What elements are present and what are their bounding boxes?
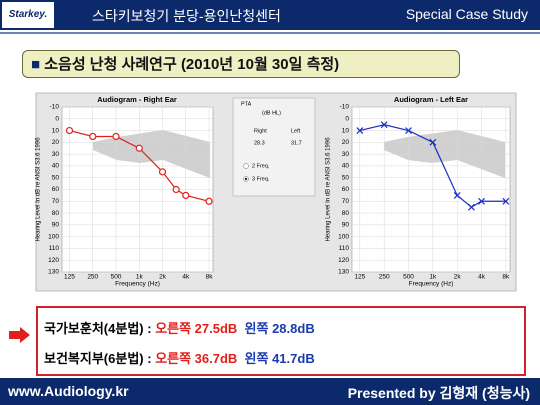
y-axis-label: Hearing Level In dB re ANSI S3.6 1996 xyxy=(326,137,332,242)
y-tick-label: 10 xyxy=(52,127,60,134)
pta-option: 2 Freq. xyxy=(252,163,270,169)
y-tick-label: 90 xyxy=(52,222,60,229)
data-point xyxy=(182,191,190,199)
chart-title: Audiogram - Right Ear xyxy=(97,95,177,104)
y-tick-label: 120 xyxy=(338,257,349,264)
data-point xyxy=(158,168,167,176)
data-point xyxy=(65,126,74,135)
data-point xyxy=(356,127,364,134)
header-title: 스타키보청기 분당-용인난청센터 xyxy=(92,8,281,24)
x-tick-label: 1k xyxy=(136,274,144,281)
y-tick-label: 30 xyxy=(52,151,60,158)
pta-left-label: Left xyxy=(291,128,301,134)
pta-unit: (dB HL) xyxy=(262,110,281,116)
y-tick-label: 40 xyxy=(342,163,350,170)
radio[interactable] xyxy=(243,163,249,169)
x-tick-label: 8k xyxy=(206,274,214,281)
header-right: Special Case Study xyxy=(405,6,528,22)
data-point xyxy=(478,197,485,205)
pta-left-value: 31.7 xyxy=(291,140,302,146)
logo: Starkey. xyxy=(2,2,54,28)
result-row: 국가보훈처(4분법) : 오른쪽 27.5dB 왼쪽 28.8dB xyxy=(44,318,315,337)
y-tick-label: 50 xyxy=(342,174,350,181)
arrow-shape xyxy=(9,327,30,343)
y-tick-label: 130 xyxy=(338,269,349,276)
data-point xyxy=(205,197,213,205)
pta-option: 3 Freq. xyxy=(252,176,270,182)
y-tick-label: 30 xyxy=(342,151,350,158)
x-axis-label: Frequency (Hz) xyxy=(409,281,454,288)
y-tick-label: 60 xyxy=(342,186,350,193)
results-box: 국가보훈처(4분법) : 오른쪽 27.5dB 왼쪽 28.8dB 보건복지부(… xyxy=(36,306,526,376)
result-label: 국가보훈처(4분법) : xyxy=(44,321,152,336)
result-right: 오른쪽 36.7dB xyxy=(155,351,238,366)
data-point xyxy=(453,191,461,199)
y-tick-label: 80 xyxy=(342,210,350,217)
y-tick-label: 70 xyxy=(342,198,350,205)
slide-title: ■ 소음성 난청 사례연구 (2010년 10월 30일 측정) xyxy=(22,50,460,78)
result-left: 왼쪽 28.8dB xyxy=(244,321,315,336)
result-right: 오른쪽 27.5dB xyxy=(155,321,238,336)
x-tick-label: 125 xyxy=(64,274,75,281)
data-point xyxy=(429,138,437,146)
slide-title-text: 소음성 난청 사례연구 (2010년 10월 30일 측정) xyxy=(44,56,340,73)
y-tick-label: 20 xyxy=(52,139,60,146)
x-tick-label: 2k xyxy=(454,274,462,281)
audiogram-panel: PTA (dB HL) Right Left 28.3 31.7 2 Freq.… xyxy=(35,92,517,292)
x-tick-label: 8k xyxy=(502,274,510,281)
y-tick-label: 130 xyxy=(48,269,59,276)
y-tick-label: 10 xyxy=(342,127,350,134)
radio-dot xyxy=(244,177,248,181)
pta-right-label: Right xyxy=(254,128,267,134)
y-tick-label: -10 xyxy=(50,104,60,111)
chart-title: Audiogram - Left Ear xyxy=(394,95,468,104)
y-axis-label: Hearing Level In dB re ANSI S3.6 1996 xyxy=(36,137,42,242)
data-point xyxy=(89,132,97,141)
y-tick-label: 100 xyxy=(338,233,349,240)
y-tick-label: -10 xyxy=(340,104,350,111)
pta-right-value: 28.3 xyxy=(254,140,265,146)
x-tick-label: 250 xyxy=(379,274,390,281)
data-point xyxy=(112,132,120,141)
result-row: 보건복지부(6분법) : 오른쪽 36.7dB 왼쪽 41.7dB xyxy=(44,348,315,367)
footer-bar: www.Audiology.kr Presented by 김형재 (청능사) xyxy=(0,378,540,405)
x-tick-label: 500 xyxy=(111,274,122,281)
data-point xyxy=(468,203,475,211)
data-point xyxy=(502,197,510,205)
result-left: 왼쪽 41.7dB xyxy=(244,351,315,366)
y-tick-label: 50 xyxy=(52,174,60,181)
divider xyxy=(0,32,540,34)
y-tick-label: 60 xyxy=(52,186,60,193)
y-tick-label: 90 xyxy=(342,222,350,229)
x-tick-label: 4k xyxy=(182,274,190,281)
y-tick-label: 110 xyxy=(49,245,60,252)
footer-left: www.Audiology.kr xyxy=(8,383,129,399)
y-tick-label: 40 xyxy=(52,163,60,170)
y-tick-label: 100 xyxy=(48,233,59,240)
x-tick-label: 1k xyxy=(429,274,437,281)
y-tick-label: 0 xyxy=(55,116,59,123)
y-tick-label: 110 xyxy=(339,245,350,252)
x-tick-label: 4k xyxy=(478,274,486,281)
pta-title: PTA xyxy=(241,101,252,107)
x-tick-label: 2k xyxy=(159,274,167,281)
x-axis-label: Frequency (Hz) xyxy=(115,281,160,288)
y-tick-label: 20 xyxy=(342,139,350,146)
y-tick-label: 120 xyxy=(48,257,59,264)
data-point xyxy=(135,144,143,152)
header-bar: Starkey. 스타키보청기 분당-용인난청센터 Special Case S… xyxy=(0,0,540,30)
data-point xyxy=(172,185,180,194)
arrow xyxy=(9,327,30,343)
data-point xyxy=(405,127,412,134)
footer-right: Presented by 김형재 (청능사) xyxy=(347,385,530,401)
data-point xyxy=(380,121,388,129)
y-tick-label: 70 xyxy=(52,198,60,205)
x-tick-label: 500 xyxy=(403,274,414,281)
x-tick-label: 250 xyxy=(87,274,98,281)
x-tick-label: 125 xyxy=(354,274,365,281)
result-label: 보건복지부(6분법) : xyxy=(44,351,152,366)
y-tick-label: 0 xyxy=(345,116,349,123)
y-tick-label: 80 xyxy=(52,210,60,217)
